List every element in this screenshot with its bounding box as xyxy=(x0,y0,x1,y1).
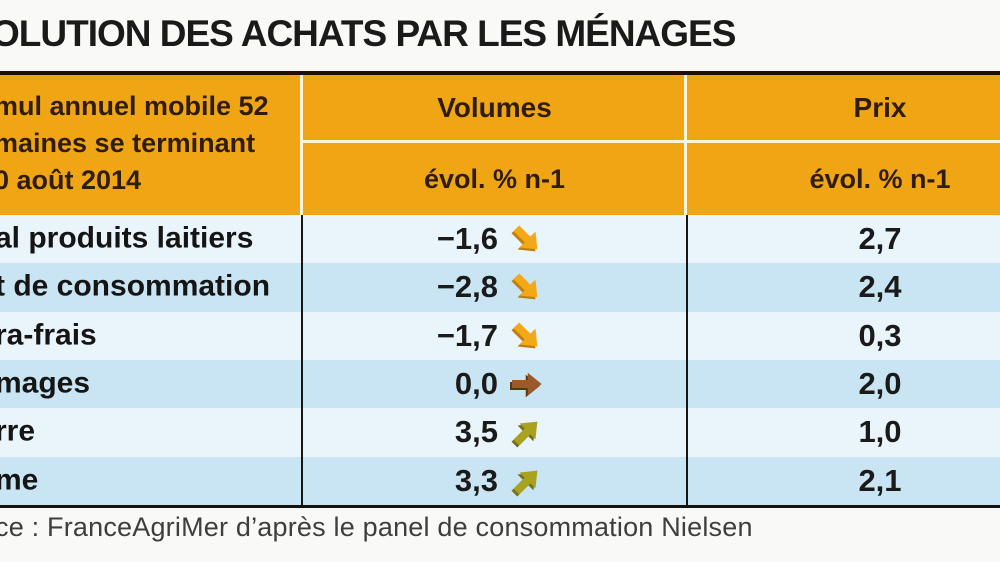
column-subheader-prix: évol. % n-1 xyxy=(809,163,951,194)
top-border-line xyxy=(0,71,1000,75)
trend-arrow-icon xyxy=(509,221,545,257)
price-value: 2,0 xyxy=(858,366,902,402)
trend-arrow-icon xyxy=(509,269,545,305)
source-caption: ce : FranceAgriMer d’après le panel de c… xyxy=(0,512,753,542)
row-label: al produits laitiers xyxy=(0,221,254,255)
volume-value: 3,5 xyxy=(454,414,498,450)
volume-cell: 3,3 xyxy=(302,457,687,505)
period-line-2: maines se terminant xyxy=(0,128,256,158)
trend-arrow-icon xyxy=(509,414,545,450)
volume-cell: 0,0 xyxy=(302,360,687,408)
volume-value: 3,3 xyxy=(454,462,498,498)
column-divider-line-1 xyxy=(301,215,303,505)
row-label: t de consommation xyxy=(0,269,271,303)
volume-value: 0,0 xyxy=(454,366,498,402)
row-label: rre xyxy=(0,414,36,448)
table-row: me 3,3 2,1 xyxy=(0,456,1000,505)
table-row: ra-frais −1,7 0,3 xyxy=(0,311,1000,360)
volume-cell: 3,5 xyxy=(302,408,687,456)
price-value: 2,7 xyxy=(858,221,902,257)
table-header: mul annuel mobile 52 maines se terminant… xyxy=(0,75,1000,215)
period-line-1: mul annuel mobile 52 xyxy=(0,91,269,121)
trend-arrow-icon xyxy=(509,318,545,354)
price-value: 2,4 xyxy=(858,269,902,305)
volume-cell: −1,7 xyxy=(302,312,687,360)
volume-value: −1,6 xyxy=(436,221,498,257)
price-value: 1,0 xyxy=(858,414,902,450)
volume-value: −2,8 xyxy=(436,269,498,305)
price-value: 2,1 xyxy=(858,462,902,498)
column-subheader-volumes: évol. % n-1 xyxy=(423,163,566,194)
trend-arrow-icon xyxy=(509,366,545,402)
table-body: al produits laitiers −1,6 2,7 t de conso… xyxy=(0,215,1000,505)
table-row: mages 0,0 2,0 xyxy=(0,359,1000,409)
column-divider-line-2 xyxy=(686,215,688,505)
row-label: me xyxy=(0,463,39,497)
price-value: 0,3 xyxy=(858,317,902,353)
header-divider-horizontal xyxy=(303,140,1000,143)
header-divider-vertical-2 xyxy=(684,75,687,215)
table-row: al produits laitiers −1,6 2,7 xyxy=(0,215,1000,264)
column-header-prix: Prix xyxy=(853,91,907,123)
column-header-volumes: Volumes xyxy=(437,91,552,123)
volume-value: −1,7 xyxy=(436,317,498,353)
bottom-border-line xyxy=(0,505,1000,508)
volume-cell: −1,6 xyxy=(302,215,687,263)
page-title: OLUTION DES ACHATS PAR LES MÉNAGES xyxy=(0,13,736,54)
period-line-3: 0 août 2014 xyxy=(0,165,142,195)
period-label: mul annuel mobile 52 maines se terminant… xyxy=(0,88,269,199)
table-row: t de consommation −2,8 2,4 xyxy=(0,263,1000,312)
trend-arrow-icon xyxy=(509,463,545,499)
table-row: rre 3,5 1,0 xyxy=(0,408,1000,457)
row-label: ra-frais xyxy=(0,318,97,352)
row-label: mages xyxy=(0,366,91,400)
volume-cell: −2,8 xyxy=(302,263,687,311)
header-divider-vertical-1 xyxy=(300,75,303,215)
